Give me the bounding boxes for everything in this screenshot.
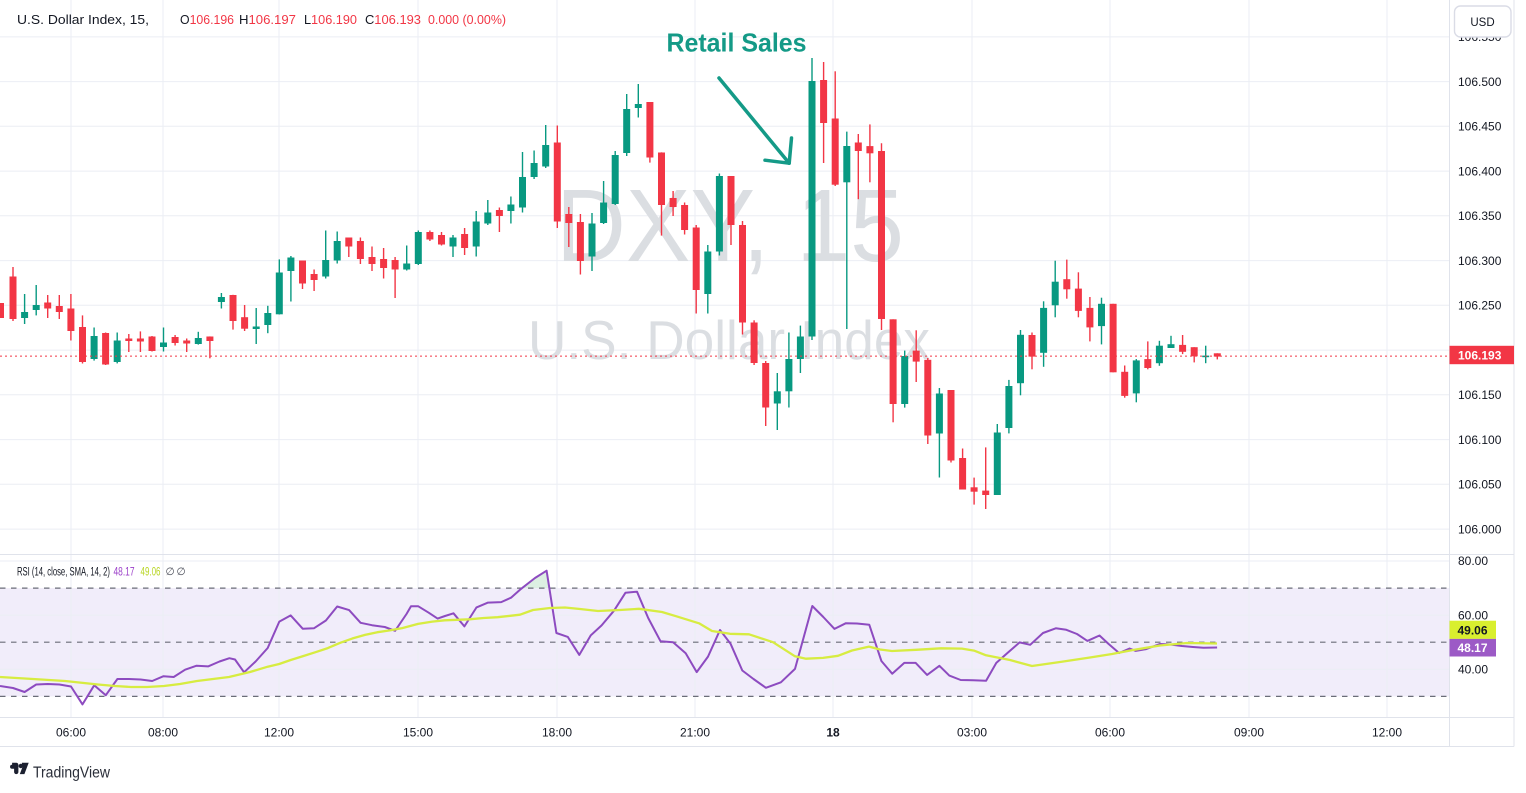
svg-text:O106.196: O106.196 — [180, 13, 234, 27]
svg-text:49.06: 49.06 — [141, 567, 161, 579]
svg-text:106.150: 106.150 — [1458, 388, 1502, 402]
svg-text:0.000 (0.00%): 0.000 (0.00%) — [428, 13, 506, 27]
svg-text:H106.197: H106.197 — [239, 13, 296, 27]
svg-text:106.350: 106.350 — [1458, 209, 1502, 223]
svg-text:40.00: 40.00 — [1458, 663, 1488, 677]
svg-text:49.06: 49.06 — [1457, 623, 1487, 637]
svg-text:TradingView: TradingView — [33, 765, 111, 782]
svg-text:USD: USD — [1470, 17, 1494, 29]
svg-text:L106.190: L106.190 — [304, 13, 357, 27]
svg-text:U.S. Dollar Index: U.S. Dollar Index — [528, 309, 930, 371]
svg-text:106.400: 106.400 — [1458, 164, 1502, 178]
svg-text:03:00: 03:00 — [957, 726, 987, 740]
svg-text:60.00: 60.00 — [1458, 608, 1488, 622]
svg-text:12:00: 12:00 — [1372, 726, 1402, 740]
svg-text:15:00: 15:00 — [403, 726, 433, 740]
svg-text:48.17: 48.17 — [1457, 641, 1487, 655]
svg-text:18:00: 18:00 — [542, 726, 572, 740]
svg-text:106.300: 106.300 — [1458, 254, 1502, 268]
svg-text:08:00: 08:00 — [148, 726, 178, 740]
svg-text:21:00: 21:00 — [680, 726, 710, 740]
svg-text:12:00: 12:00 — [264, 726, 294, 740]
svg-text:∅: ∅ — [166, 566, 175, 578]
svg-text:106.000: 106.000 — [1458, 522, 1502, 536]
svg-text:18: 18 — [826, 726, 840, 740]
svg-text:106.050: 106.050 — [1458, 478, 1502, 492]
svg-text:106.500: 106.500 — [1458, 75, 1502, 89]
svg-text:106.450: 106.450 — [1458, 120, 1502, 134]
svg-text:106.250: 106.250 — [1458, 299, 1502, 313]
svg-text:06:00: 06:00 — [56, 726, 86, 740]
svg-text:06:00: 06:00 — [1095, 726, 1125, 740]
svg-text:106.100: 106.100 — [1458, 433, 1502, 447]
svg-text:RSI (14, close, SMA, 14, 2): RSI (14, close, SMA, 14, 2) — [17, 567, 110, 579]
svg-text:09:00: 09:00 — [1234, 726, 1264, 740]
svg-text:Retail Sales: Retail Sales — [667, 28, 807, 58]
svg-text:U.S. Dollar Index, 15,: U.S. Dollar Index, 15, — [17, 13, 149, 27]
svg-text:∅: ∅ — [177, 566, 186, 578]
svg-text:106.193: 106.193 — [1458, 348, 1502, 362]
svg-text:C106.193: C106.193 — [365, 13, 421, 27]
svg-text:48.17: 48.17 — [114, 567, 135, 579]
svg-text:80.00: 80.00 — [1458, 554, 1488, 568]
